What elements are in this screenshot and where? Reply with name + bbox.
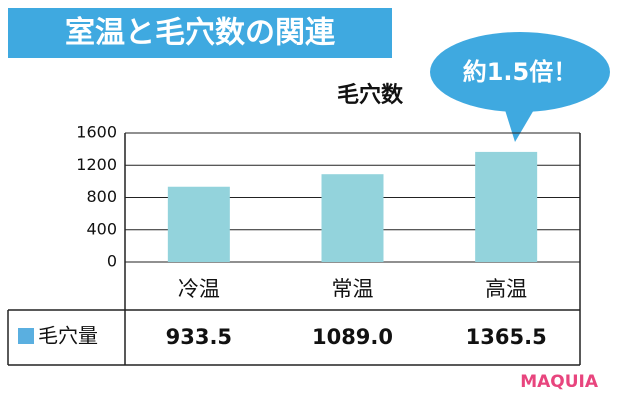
bubble <box>430 32 610 112</box>
logo: MAQUIA <box>520 372 599 392</box>
x-tick-label: 高温 <box>485 277 527 301</box>
x-tick-label: 冷温 <box>178 277 220 301</box>
table-value: 1089.0 <box>312 325 393 349</box>
legend-label: 毛穴量 <box>38 324 98 348</box>
bar <box>167 186 230 262</box>
y-tick-label: 1600 <box>76 123 117 142</box>
bubble-tail <box>505 108 535 142</box>
y-axis-label: 毛穴数 <box>337 82 404 108</box>
bar <box>321 174 384 262</box>
x-tick-label: 常温 <box>332 277 374 301</box>
annotation: 約1.5倍！ <box>463 58 578 86</box>
y-tick-label: 0 <box>107 252 117 271</box>
table-value: 933.5 <box>166 325 232 349</box>
legend-marker <box>18 328 34 344</box>
y-tick-label: 400 <box>86 219 117 238</box>
title-banner <box>8 8 392 58</box>
table-value: 1365.5 <box>466 325 547 349</box>
y-tick-label: 800 <box>86 187 117 206</box>
chart-title: 室温と毛穴数の関連 <box>65 16 336 51</box>
y-tick-label: 1200 <box>76 155 117 174</box>
bar <box>475 151 538 262</box>
